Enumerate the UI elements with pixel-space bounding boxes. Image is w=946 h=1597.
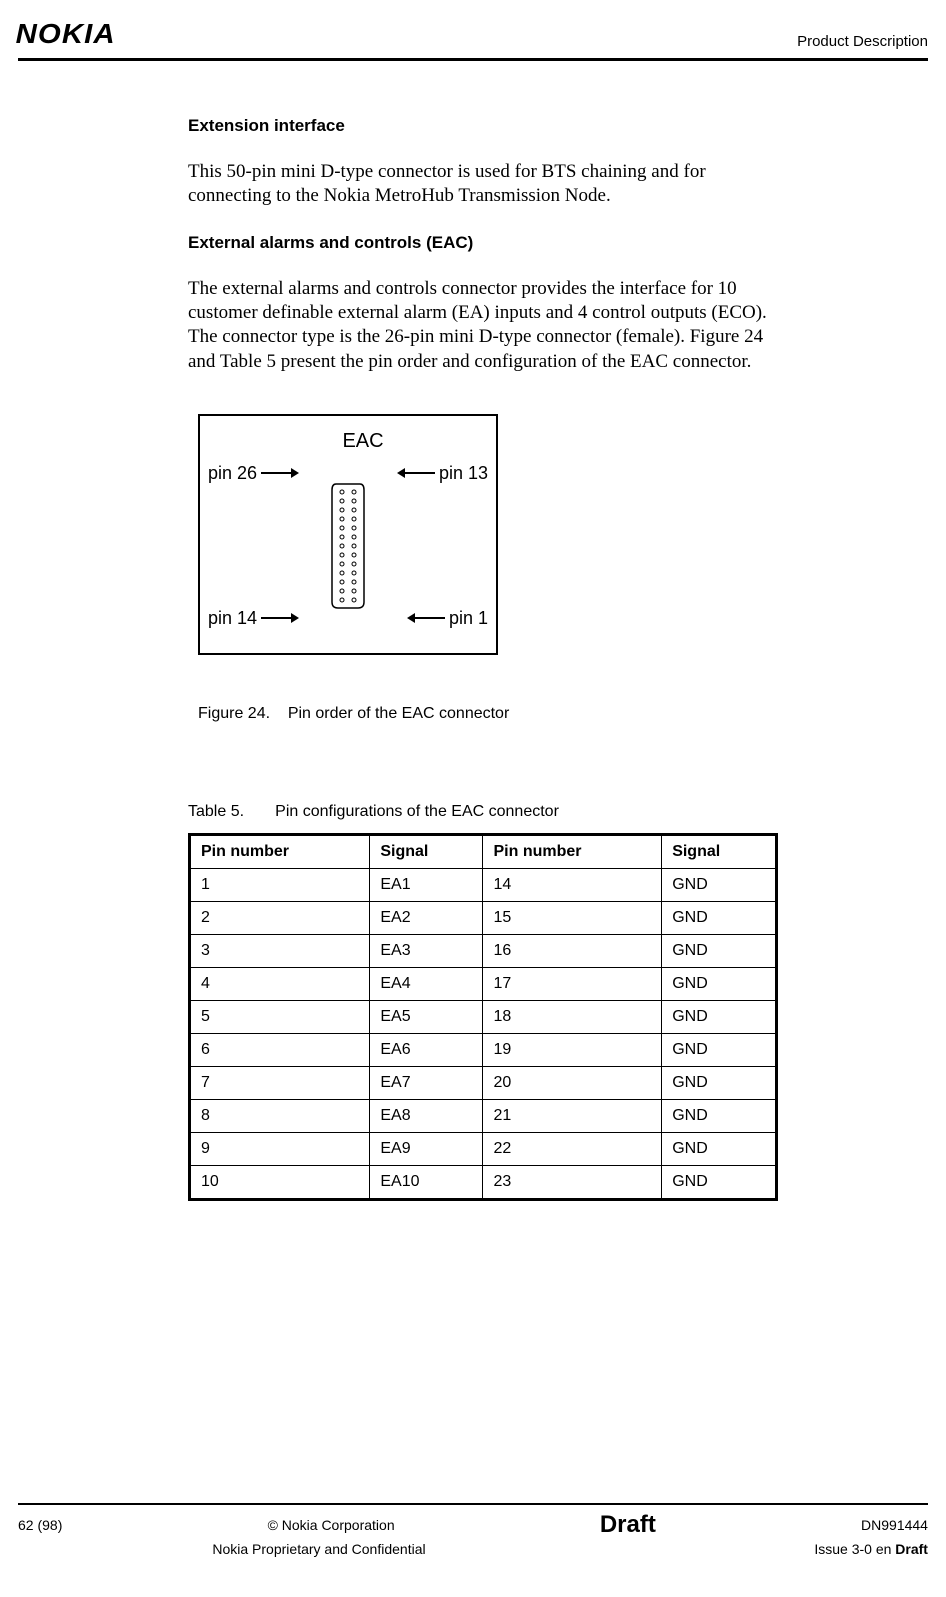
table-cell: 3 <box>190 934 370 967</box>
table-caption: Table 5. Pin configurations of the EAC c… <box>188 803 778 821</box>
footer-rule <box>18 1503 928 1505</box>
figure-box: EAC pin 26 pin 13 <box>198 414 498 655</box>
table-cell: 17 <box>483 967 662 1000</box>
extension-interface-paragraph: This 50-pin mini D-type connector is use… <box>188 160 778 209</box>
table-header-row: Pin number Signal Pin number Signal <box>190 834 777 868</box>
table-cell: 20 <box>483 1066 662 1099</box>
table-cell: GND <box>662 1000 777 1033</box>
arrow-left-icon <box>407 612 445 624</box>
table-cell: 15 <box>483 901 662 934</box>
table-cell: EA4 <box>370 967 483 1000</box>
table-cell: 16 <box>483 934 662 967</box>
footer-page-number: 62 (98) <box>18 1517 62 1533</box>
table-cell: 22 <box>483 1132 662 1165</box>
brand-logo: NOKIA <box>16 18 116 50</box>
col-pin-number-2: Pin number <box>483 834 662 868</box>
figure-24: EAC pin 26 pin 13 <box>188 414 778 723</box>
footer-status: Draft <box>600 1511 656 1539</box>
footer-row-2: Nokia Proprietary and Confidential Issue… <box>18 1541 928 1557</box>
table-cell: 6 <box>190 1033 370 1066</box>
footer-row-1: 62 (98) © Nokia Corporation Draft DN9914… <box>18 1511 928 1539</box>
pin13-label: pin 13 <box>439 463 488 484</box>
table-cell: 14 <box>483 868 662 901</box>
table-cell: 4 <box>190 967 370 1000</box>
table-cell: 8 <box>190 1099 370 1132</box>
table-row: 8EA821GND <box>190 1099 777 1132</box>
col-signal-2: Signal <box>662 834 777 868</box>
pin-row-top: pin 26 pin 13 <box>208 463 488 484</box>
footer-copyright: © Nokia Corporation <box>268 1517 395 1533</box>
table-row: 6EA619GND <box>190 1033 777 1066</box>
table-cell: 19 <box>483 1033 662 1066</box>
table-cell: GND <box>662 934 777 967</box>
table-cell: EA2 <box>370 901 483 934</box>
col-pin-number-1: Pin number <box>190 834 370 868</box>
figure-caption-number: Figure 24. <box>198 705 270 722</box>
header-section-title: Product Description <box>797 33 928 50</box>
table-cell: GND <box>662 901 777 934</box>
table-row: 5EA518GND <box>190 1000 777 1033</box>
table-cell: 10 <box>190 1165 370 1199</box>
arrow-right-icon <box>261 467 299 479</box>
arrow-left-icon <box>397 467 435 479</box>
table-row: 2EA215GND <box>190 901 777 934</box>
connector-label: EAC <box>208 430 488 453</box>
connector-bottom-icon <box>337 612 369 624</box>
table-cell: GND <box>662 1099 777 1132</box>
footer-issue: Issue 3-0 en Draft <box>814 1541 928 1557</box>
table-row: 10EA1023GND <box>190 1165 777 1199</box>
extension-interface-heading: Extension interface <box>188 116 778 136</box>
table-cell: 5 <box>190 1000 370 1033</box>
pin-row-bottom: pin 14 pin 1 <box>208 608 488 629</box>
pin1-label: pin 1 <box>449 608 488 629</box>
table-row: 3EA316GND <box>190 934 777 967</box>
table-cell: GND <box>662 868 777 901</box>
table-cell: EA1 <box>370 868 483 901</box>
table-row: 9EA922GND <box>190 1132 777 1165</box>
table-cell: GND <box>662 1132 777 1165</box>
table-caption-text: Pin configurations of the EAC connector <box>275 803 559 820</box>
table-cell: EA10 <box>370 1165 483 1199</box>
table-cell: 21 <box>483 1099 662 1132</box>
connector-diagram-icon <box>328 482 368 610</box>
arrow-right-icon <box>261 612 299 624</box>
table-cell: 1 <box>190 868 370 901</box>
connector-top-icon <box>332 467 364 479</box>
table-cell: GND <box>662 1165 777 1199</box>
page-footer: 62 (98) © Nokia Corporation Draft DN9914… <box>18 1503 928 1557</box>
figure-caption: Figure 24. Pin order of the EAC connecto… <box>198 705 778 723</box>
table-cell: 23 <box>483 1165 662 1199</box>
table-caption-number: Table 5. <box>188 803 244 820</box>
table-cell: GND <box>662 1033 777 1066</box>
table-row: 4EA417GND <box>190 967 777 1000</box>
table-cell: EA6 <box>370 1033 483 1066</box>
table-cell: EA3 <box>370 934 483 967</box>
table-cell: EA8 <box>370 1099 483 1132</box>
table-cell: 9 <box>190 1132 370 1165</box>
figure-caption-text: Pin order of the EAC connector <box>288 705 509 722</box>
table-cell: GND <box>662 1066 777 1099</box>
eac-paragraph: The external alarms and controls connect… <box>188 277 778 374</box>
table-row: 7EA720GND <box>190 1066 777 1099</box>
table-cell: EA9 <box>370 1132 483 1165</box>
table-cell: 18 <box>483 1000 662 1033</box>
eac-heading: External alarms and controls (EAC) <box>188 233 778 253</box>
table-cell: 2 <box>190 901 370 934</box>
table-cell: 7 <box>190 1066 370 1099</box>
footer-docnum: DN991444 <box>861 1517 928 1533</box>
pin14-label: pin 14 <box>208 608 257 629</box>
table-cell: GND <box>662 967 777 1000</box>
page-header: NOKIA Product Description <box>18 18 928 56</box>
table-cell: EA7 <box>370 1066 483 1099</box>
table-cell: EA5 <box>370 1000 483 1033</box>
col-signal-1: Signal <box>370 834 483 868</box>
body-content: Extension interface This 50-pin mini D-t… <box>18 61 778 1201</box>
pin-config-table: Pin number Signal Pin number Signal 1EA1… <box>188 833 778 1201</box>
footer-confidential: Nokia Proprietary and Confidential <box>212 1541 425 1557</box>
pin26-label: pin 26 <box>208 463 257 484</box>
table-row: 1EA114GND <box>190 868 777 901</box>
